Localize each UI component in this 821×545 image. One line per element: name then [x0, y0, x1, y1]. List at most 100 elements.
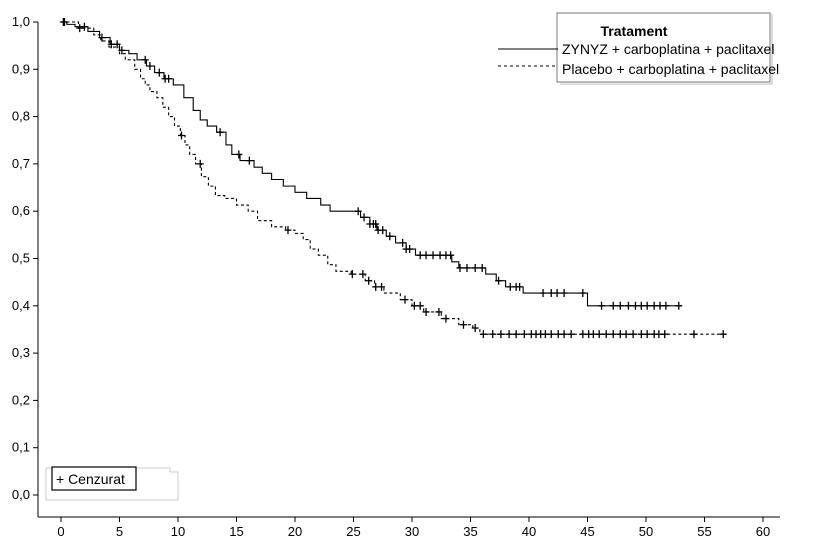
censor-mark [410, 301, 418, 310]
censor-mark [609, 330, 617, 339]
censor-mark [650, 301, 658, 310]
x-tick-label: 10 [171, 524, 185, 539]
x-tick-label: 25 [346, 524, 360, 539]
censor-mark [118, 46, 126, 55]
censor-mark [107, 40, 115, 49]
censor-mark [622, 330, 630, 339]
x-tick-label: 5 [116, 524, 123, 539]
y-tick-label: 0,7 [12, 156, 30, 171]
censor-mark [629, 330, 637, 339]
censor-mark [165, 74, 173, 83]
censor-mark [141, 55, 149, 64]
censor-mark [401, 295, 409, 304]
censor-mark [656, 301, 664, 310]
censor-mark [178, 131, 186, 140]
censor-legend: + Cenzurat [45, 466, 179, 501]
censor-mark [505, 330, 513, 339]
censor-mark [196, 159, 204, 168]
censor-mark [463, 263, 471, 272]
censor-mark [459, 320, 467, 329]
censor-mark [216, 128, 224, 137]
y-tick-label: 0,0 [12, 487, 30, 502]
censor-mark [399, 238, 407, 247]
censor-mark [479, 330, 487, 339]
x-tick-label: 30 [405, 524, 419, 539]
censor-mark [541, 330, 549, 339]
censor-mark [553, 289, 561, 298]
censor-mark [372, 219, 380, 228]
censor-mark [422, 251, 430, 260]
censor-mark [579, 289, 587, 298]
legend-box [556, 12, 771, 83]
censor-mark [442, 314, 450, 323]
censor-mark [80, 22, 88, 31]
censor-mark [675, 301, 683, 310]
censor-mark [365, 276, 373, 285]
censor-mark [360, 213, 368, 222]
censor-mark [655, 330, 663, 339]
x-ticks: 0 5 10 15 20 25 30 35 40 45 50 55 60 [57, 517, 770, 539]
censor-mark [59, 18, 67, 26]
censor-mark [456, 263, 464, 272]
x-tick-label: 15 [229, 524, 243, 539]
legend-label-zynyz: ZYNYZ + carboplatina + paclitaxel [562, 41, 774, 57]
censor-mark [719, 330, 727, 339]
censor-mark [386, 232, 394, 241]
censor-mark [661, 330, 669, 339]
censor-legend-box [51, 466, 137, 491]
censor-mark [378, 282, 386, 291]
y-tick-label: 0,6 [12, 203, 30, 218]
censor-mark [113, 40, 121, 49]
censor-mark [512, 330, 520, 339]
censor-mark [235, 150, 243, 159]
censor-mark [595, 330, 603, 339]
censor-mark [348, 270, 356, 279]
censor-mark [245, 156, 253, 165]
censor-legend-label: + Cenzurat [56, 471, 125, 487]
x-tick-label: 55 [697, 524, 711, 539]
series-layer [59, 18, 727, 339]
y-ticks: 0,0 0,1 0,2 0,3 0,4 0,5 0,6 0,7 0,8 0,9 1,0 [12, 14, 38, 502]
legend-box-shadow [560, 14, 773, 85]
x-tick-label: 50 [639, 524, 653, 539]
y-tick-label: 0,5 [12, 251, 30, 266]
censor-mark [560, 330, 568, 339]
censor-mark [146, 61, 154, 70]
censor-mark [284, 226, 292, 235]
x-tick-label: 40 [522, 524, 536, 539]
censor-mark [435, 307, 443, 316]
censor-mark [354, 207, 362, 216]
x-tick-label: 35 [463, 524, 477, 539]
legend-title: Tratament [601, 23, 668, 39]
censor-mark [359, 270, 367, 279]
censor-mark [602, 330, 610, 339]
censor-mark [662, 301, 670, 310]
censor-mark [495, 276, 503, 285]
censor-mark [589, 330, 597, 339]
censor-mark [631, 301, 639, 310]
censor-mark [155, 68, 163, 77]
censor-mark [547, 289, 555, 298]
x-tick-label: 45 [580, 524, 594, 539]
y-tick-label: 0,1 [12, 440, 30, 455]
censor-mark [609, 301, 617, 310]
censor-mark [624, 301, 632, 310]
censor-mark [76, 24, 84, 33]
y-tick-label: 1,0 [12, 14, 30, 29]
censor-mark [436, 251, 444, 260]
censor-mark [471, 324, 479, 333]
censor-mark [406, 245, 414, 254]
censor-mark [416, 301, 424, 310]
censor-mark [379, 226, 387, 235]
censor-mark [489, 330, 497, 339]
censor-mark [690, 330, 698, 339]
censor-mark [616, 301, 624, 310]
censor-mark [497, 330, 505, 339]
censor-mark [422, 307, 430, 316]
censor-mark [516, 282, 524, 291]
censor-mark [506, 282, 514, 291]
series-line-zynyz [61, 21, 682, 307]
censor-mark [547, 330, 555, 339]
y-tick-label: 0,2 [12, 392, 30, 407]
